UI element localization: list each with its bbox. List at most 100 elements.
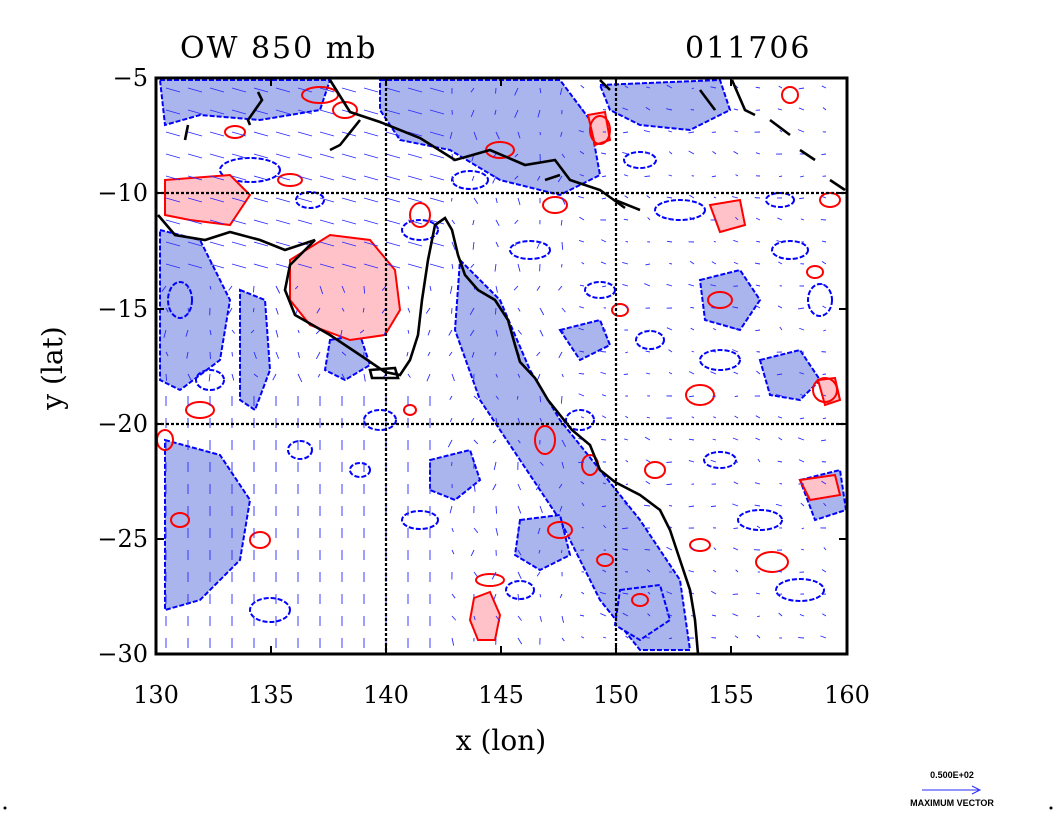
y-tick-label: −15 bbox=[97, 295, 148, 323]
wind-vector bbox=[643, 504, 651, 507]
wind-vector bbox=[341, 197, 357, 203]
wind-vector bbox=[319, 197, 335, 203]
wind-vector bbox=[732, 613, 739, 617]
wind-vector bbox=[209, 109, 225, 115]
wind-vector bbox=[537, 527, 541, 535]
vector-legend-caption: MAXIMUM VECTOR bbox=[910, 798, 994, 808]
wind-vector bbox=[823, 547, 827, 551]
y-tick-label: −10 bbox=[97, 179, 148, 207]
wind-vector bbox=[800, 502, 805, 507]
wind-vector bbox=[666, 196, 673, 199]
wind-vector bbox=[558, 483, 563, 489]
title-date: 011706 bbox=[685, 31, 812, 66]
wind-vector bbox=[517, 637, 523, 645]
wind-vector bbox=[733, 108, 739, 111]
x-tick-label: 135 bbox=[248, 681, 294, 709]
wind-vector bbox=[668, 438, 673, 441]
wind-vector bbox=[517, 549, 522, 556]
wind-vector bbox=[275, 241, 291, 247]
wind-vector bbox=[581, 416, 585, 419]
wind-vector bbox=[187, 153, 203, 159]
wind-vector bbox=[710, 284, 717, 287]
wind-vector bbox=[603, 636, 607, 639]
wind-vector bbox=[625, 635, 629, 639]
wind-vector bbox=[536, 351, 541, 357]
wind-vector bbox=[779, 175, 783, 178]
wind-vector bbox=[646, 372, 651, 375]
wind-vector bbox=[253, 109, 269, 115]
wind-vector bbox=[493, 461, 497, 471]
wind-vector bbox=[601, 152, 607, 155]
x-tick-label: 150 bbox=[593, 681, 639, 709]
wind-vector bbox=[495, 285, 498, 293]
wind-vector bbox=[798, 459, 805, 463]
wind-vector bbox=[645, 459, 651, 463]
wind-vector bbox=[187, 373, 192, 381]
wind-vector bbox=[666, 327, 673, 331]
wind-vector bbox=[385, 263, 401, 269]
negative-ow-rings bbox=[167, 151, 833, 623]
wind-vector bbox=[799, 372, 805, 375]
wind-vector bbox=[666, 613, 673, 617]
wind-vector bbox=[821, 480, 827, 485]
wind-vector bbox=[495, 505, 498, 514]
wind-vector bbox=[429, 131, 445, 137]
wind-vector bbox=[820, 635, 827, 639]
wind-vector bbox=[473, 483, 476, 492]
wind-vector bbox=[668, 130, 673, 133]
wind-vector bbox=[710, 86, 717, 89]
wind-vector bbox=[297, 219, 313, 225]
wind-vector bbox=[495, 241, 499, 248]
wind-vector bbox=[734, 395, 739, 398]
wind-vector bbox=[363, 373, 366, 382]
wind-vector bbox=[779, 482, 783, 485]
wind-vector bbox=[822, 305, 827, 309]
wind-vector bbox=[800, 175, 805, 178]
wind-vector bbox=[777, 460, 783, 463]
wind-vector bbox=[622, 592, 629, 595]
wind-vector bbox=[601, 197, 607, 200]
wind-vector bbox=[779, 129, 783, 133]
wind-vector bbox=[275, 109, 291, 115]
wind-vector bbox=[733, 481, 739, 485]
wind-vector bbox=[712, 438, 717, 441]
wind-vector bbox=[517, 593, 520, 601]
wind-vector bbox=[209, 87, 225, 93]
wind-vector bbox=[517, 505, 522, 514]
wind-vector bbox=[579, 306, 585, 309]
wind-vector bbox=[341, 351, 347, 356]
wind-vector bbox=[187, 175, 203, 181]
wind-vector bbox=[407, 197, 423, 203]
wind-vector bbox=[580, 84, 585, 89]
wind-vector bbox=[689, 395, 695, 398]
wind-vector bbox=[561, 461, 565, 469]
wind-vector bbox=[495, 615, 501, 622]
wind-vector bbox=[451, 637, 455, 646]
wind-vector bbox=[407, 263, 423, 269]
wind-vector bbox=[297, 153, 313, 159]
wind-vector bbox=[688, 505, 695, 508]
wind-vector bbox=[755, 152, 761, 155]
wind-vector bbox=[517, 131, 521, 139]
wind-vector bbox=[713, 241, 717, 243]
wind-vector bbox=[601, 239, 607, 243]
wind-vector bbox=[363, 131, 379, 137]
wind-vector bbox=[495, 395, 499, 400]
wind-vector bbox=[165, 175, 181, 181]
wind-vector bbox=[492, 483, 497, 491]
wind-vector bbox=[165, 351, 169, 357]
wind-vector bbox=[187, 241, 203, 247]
wind-vector bbox=[341, 175, 357, 181]
wind-vector bbox=[644, 283, 651, 287]
wind-vector bbox=[186, 351, 189, 359]
wind-vector bbox=[429, 153, 445, 159]
wind-vector bbox=[363, 175, 379, 181]
wind-vector bbox=[429, 87, 445, 93]
wind-vector bbox=[560, 219, 563, 226]
wind-vector bbox=[252, 307, 255, 313]
wind-vector bbox=[275, 87, 291, 93]
wind-vector bbox=[341, 263, 357, 269]
wind-vector bbox=[776, 373, 783, 376]
wind-vector bbox=[385, 241, 401, 247]
wind-vector bbox=[447, 439, 453, 448]
